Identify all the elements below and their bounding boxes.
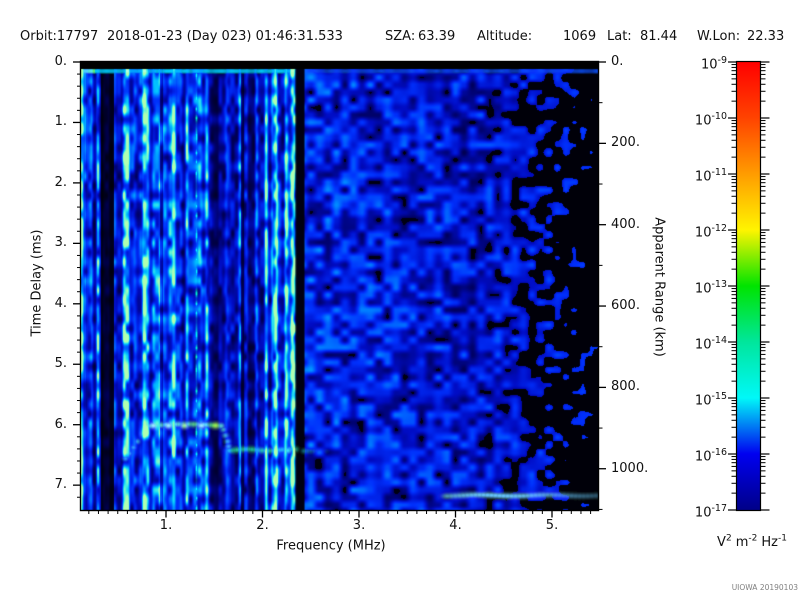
y-left-tick-label: 5. xyxy=(54,356,67,372)
header-field-altitude-value: 1069 xyxy=(563,29,597,44)
colorbar-tick-label: 10-10 xyxy=(694,111,727,129)
header-field-datetime: 2018-01-23 (Day 023) 01:46:31.533 xyxy=(107,29,343,44)
header-field-lat-label: Lat: xyxy=(607,29,632,44)
colorbar-units-label: V2 m-2 Hz-1 xyxy=(717,533,787,551)
y-right-tick-label: 0. xyxy=(611,54,624,69)
x-tick-label: 4. xyxy=(449,518,462,533)
header-field-sza-label: SZA: xyxy=(385,29,416,44)
colorbar-tick-label: 10-14 xyxy=(694,335,727,353)
header-field-orbit: Orbit:17797 xyxy=(20,29,99,44)
y-left-tick-label: 7. xyxy=(54,477,67,493)
y-left-tick-label: 0. xyxy=(54,54,67,69)
x-tick-label: 1. xyxy=(159,518,173,533)
x-tick-label: 2. xyxy=(256,518,269,533)
x-tick-label: 5. xyxy=(545,518,559,533)
y-left-tick-label: 1. xyxy=(54,114,67,130)
header-field-altitude-label: Altitude: xyxy=(477,29,533,44)
y-right-tick-label: 800. xyxy=(611,379,640,395)
y-axis-title-right: Apparent Range (km) xyxy=(651,217,667,357)
x-axis-title: Frequency (MHz) xyxy=(276,538,386,554)
colorbar-tick-label: 10-11 xyxy=(694,167,727,185)
header-field-sza-value: 63.39 xyxy=(418,29,456,44)
colorbar-tick-label: 10-17 xyxy=(694,503,727,521)
colorbar-tick-label: 10-15 xyxy=(694,391,727,409)
y-left-tick-label: 6. xyxy=(54,416,67,432)
y-right-tick-label: 200. xyxy=(611,135,640,151)
colorbar-tick-label: 10-13 xyxy=(694,279,727,297)
colorbar-tick-label: 10-16 xyxy=(694,447,727,465)
header-field-lat-value: 81.44 xyxy=(640,29,678,44)
colorbar-gradient xyxy=(737,62,760,510)
y-right-tick-label: 1000. xyxy=(611,460,649,476)
y-left-tick-label: 4. xyxy=(54,295,67,311)
header-field-wlon-value: 22.33 xyxy=(747,29,785,44)
y-right-tick-label: 600. xyxy=(611,298,640,314)
y-right-tick-label: 400. xyxy=(611,216,640,232)
y-axis-title-left: Time Delay (ms) xyxy=(29,229,45,337)
watermark-text: UIOWA 20190103 xyxy=(731,583,798,592)
x-tick-label: 3. xyxy=(352,518,366,533)
colorbar-tick-label: 10-9 xyxy=(700,55,727,73)
y-left-tick-label: 3. xyxy=(54,235,67,251)
colorbar-tick-label: 10-12 xyxy=(694,223,727,241)
y-left-tick-label: 2. xyxy=(54,174,67,190)
header-field-wlon-label: W.Lon: xyxy=(697,29,741,44)
ionogram-spectrogram xyxy=(81,62,598,510)
